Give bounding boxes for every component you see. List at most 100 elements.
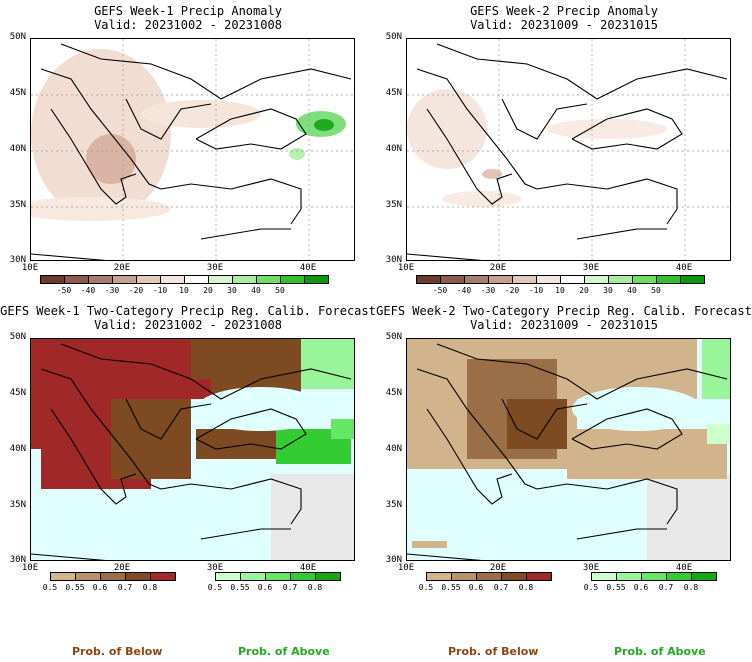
probability-map xyxy=(406,338,731,561)
graticule xyxy=(407,39,730,260)
colorbar-swatch xyxy=(290,572,316,581)
lon-label: 40E xyxy=(299,563,317,573)
coastlines xyxy=(407,43,728,260)
colorbar-swatch xyxy=(616,572,642,581)
wet-anomaly-area xyxy=(289,148,305,160)
colorbar-tick-label: 40 xyxy=(251,286,261,295)
lat-label: 30N xyxy=(385,255,402,265)
colorbar-tick-label: -30 xyxy=(104,286,120,295)
lat-label: 30N xyxy=(385,555,402,565)
colorbar-swatch xyxy=(125,572,151,581)
panel-valid-dates: Valid: 20231009 - 20231015 xyxy=(470,18,658,32)
colorbar-swatch xyxy=(680,275,705,284)
colorbar-tick-label: 0.6 xyxy=(468,583,484,592)
colorbar-tick-label: 0.5 xyxy=(583,583,599,592)
lon-label: 10E xyxy=(21,263,39,273)
colorbar-tick-label: 0.8 xyxy=(142,583,158,592)
colorbar-tick-label: 30 xyxy=(227,286,237,295)
colorbar-swatch xyxy=(501,572,527,581)
panel-valid-dates: Valid: 20231009 - 20231015 xyxy=(470,318,658,332)
colorbar-tick-label: 30 xyxy=(603,286,613,295)
colorbar-tick-label: 0.55 xyxy=(606,583,626,592)
coastlines xyxy=(31,343,352,560)
colorbar-swatch xyxy=(75,572,101,581)
lon-label: 20E xyxy=(113,263,131,273)
panel-week2-anomaly: GEFS Week-2 Precip Anomaly Valid: 202310… xyxy=(376,0,752,300)
anomaly-colorbar: -50 -40 -30 -20 -10 10 20 30 40 50 xyxy=(416,275,726,300)
colorbar-swatch xyxy=(451,572,477,581)
sea-area xyxy=(407,489,647,539)
colorbar-swatch xyxy=(40,275,65,284)
probability-map-svg xyxy=(407,339,730,560)
colorbar-tick-label: 20 xyxy=(579,286,589,295)
colorbar-tick-label: 0.5 xyxy=(42,583,58,592)
lat-label: 30N xyxy=(9,555,26,565)
colorbar-swatch xyxy=(265,572,291,581)
colorbar-tick-label: 40 xyxy=(627,286,637,295)
caption-prob-above: Prob. of Above xyxy=(238,645,330,658)
lat-label: 45N xyxy=(9,388,26,398)
colorbar-tick-label: -10 xyxy=(528,286,544,295)
colorbar-tick-label: -20 xyxy=(128,286,144,295)
above-normal-area xyxy=(331,419,354,439)
lon-label: 40E xyxy=(675,563,693,573)
colorbar-tick-label: -40 xyxy=(456,286,472,295)
colorbar-tick-label: -30 xyxy=(480,286,496,295)
above-normal-area xyxy=(702,339,730,399)
below-colorbar: 0.5 0.55 0.6 0.7 0.8 xyxy=(43,572,180,597)
panel-title: GEFS Week-1 Two-Category Precip Reg. Cal… xyxy=(0,304,376,318)
colorbar-swatch xyxy=(256,275,281,284)
dry-anomaly-area xyxy=(31,49,171,219)
sea-area xyxy=(31,489,271,560)
colorbar-swatch xyxy=(666,572,692,581)
probability-map-svg xyxy=(31,339,354,560)
lat-label: 30N xyxy=(9,255,26,265)
colorbar-swatch xyxy=(304,275,329,284)
colorbar-swatch xyxy=(560,275,585,284)
coastlines xyxy=(407,343,728,560)
below-colorbar: 0.5 0.55 0.6 0.7 0.8 xyxy=(419,572,556,597)
colorbar-tick-label: 10 xyxy=(555,286,565,295)
lon-label: 30E xyxy=(206,263,224,273)
colorbar-swatch xyxy=(64,275,89,284)
panel-week1-probability: GEFS Week-1 Two-Category Precip Reg. Cal… xyxy=(0,300,376,592)
anomaly-map xyxy=(406,38,731,261)
colorbar-tick-label: 10 xyxy=(179,286,189,295)
colorbar-tick-label: 0.5 xyxy=(418,583,434,592)
colorbar-tick-label: 0.7 xyxy=(282,583,298,592)
anomaly-map-svg xyxy=(407,39,730,260)
colorbar-tick-label: 0.7 xyxy=(117,583,133,592)
colorbar-swatch xyxy=(112,275,137,284)
colorbar-tick-label: 0.55 xyxy=(441,583,461,592)
below-normal-area xyxy=(181,379,211,399)
dry-anomaly-area xyxy=(407,89,487,169)
dry-anomaly-area xyxy=(141,100,261,128)
colorbar-swatch xyxy=(591,572,617,581)
panel-valid-dates: Valid: 20231002 - 20231008 xyxy=(94,318,282,332)
below-normal-area xyxy=(111,399,191,479)
colorbar-swatch xyxy=(160,275,185,284)
sea-area xyxy=(196,387,326,431)
panel-title: GEFS Week-1 Precip Anomaly xyxy=(94,4,282,18)
colorbar-tick-label: 0.6 xyxy=(257,583,273,592)
lon-label: 20E xyxy=(489,563,507,573)
colorbar-swatch xyxy=(488,275,513,284)
lat-label: 40N xyxy=(385,444,402,454)
panel-week2-probability: GEFS Week-2 Two-Category Precip Reg. Cal… xyxy=(376,300,752,592)
panel-week1-anomaly: GEFS Week-1 Precip Anomaly Valid: 202310… xyxy=(0,0,376,300)
sea-area xyxy=(572,387,702,431)
anomaly-map xyxy=(30,38,355,261)
colorbar-swatch xyxy=(632,275,657,284)
colorbar-swatch xyxy=(100,572,126,581)
colorbar-swatch xyxy=(526,572,552,581)
above-colorbar: 0.5 0.55 0.6 0.7 0.8 xyxy=(584,572,721,597)
colorbar-tick-label: 50 xyxy=(275,286,285,295)
dry-anomaly-area xyxy=(482,169,502,179)
colorbar-tick-label: 0.55 xyxy=(65,583,85,592)
colorbar-swatch xyxy=(608,275,633,284)
colorbar-swatch xyxy=(584,275,609,284)
colorbar-swatch xyxy=(512,275,537,284)
colorbar-tick-label: -10 xyxy=(152,286,168,295)
lon-label: 40E xyxy=(675,263,693,273)
lat-label: 40N xyxy=(9,444,26,454)
